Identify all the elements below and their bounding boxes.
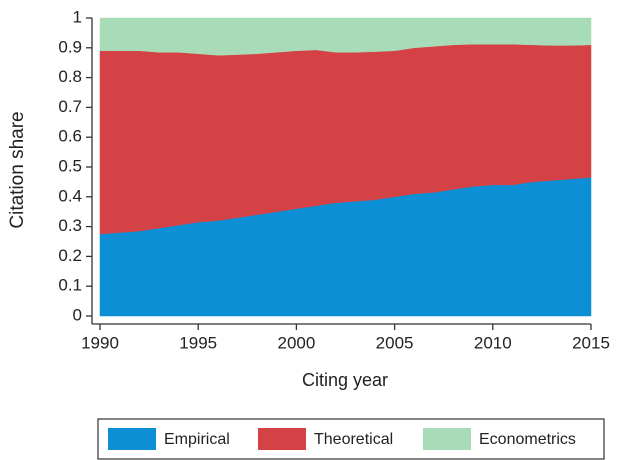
legend-swatch [258, 428, 306, 450]
x-tick-label: 2015 [572, 333, 610, 352]
x-tick-label: 2000 [277, 333, 315, 352]
y-tick-label: 0.8 [58, 67, 82, 86]
y-tick-label: 0.4 [58, 186, 82, 205]
legend-swatch [423, 428, 471, 450]
legend-swatch [108, 428, 156, 450]
x-tick-label: 1995 [179, 333, 217, 352]
y-tick-label: 0.7 [58, 97, 82, 116]
legend-label: Empirical [164, 431, 230, 448]
legend-box [97, 418, 605, 460]
x-axis-label: Citing year [302, 370, 388, 390]
legend-label: Econometrics [479, 431, 576, 448]
y-tick-label: 0.1 [58, 276, 82, 295]
x-tick-label: 2010 [474, 333, 512, 352]
y-tick-label: 0.3 [58, 216, 82, 235]
y-tick-label: 0 [73, 305, 82, 324]
x-tick-label: 2005 [376, 333, 414, 352]
legend-label: Theoretical [314, 431, 393, 448]
y-tick-label: 0.5 [58, 156, 82, 175]
y-tick-label: 1 [73, 7, 82, 26]
area [99, 17, 592, 56]
y-tick-label: 0.2 [58, 246, 82, 265]
y-tick-label: 0.9 [58, 37, 82, 56]
y-tick-label: 0.6 [58, 127, 82, 146]
y-axis-label: Citation share [7, 111, 28, 228]
x-tick-label: 1990 [81, 333, 119, 352]
